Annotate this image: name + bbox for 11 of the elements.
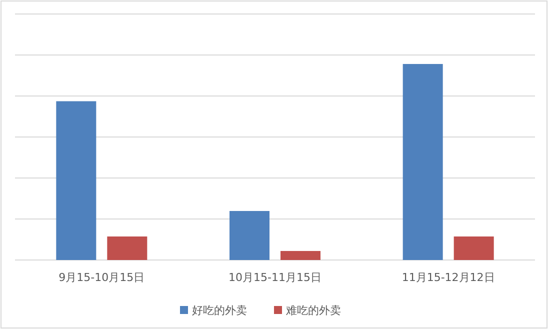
- x-tick-label: 10月15-11月15日: [228, 271, 322, 284]
- legend-label: 好吃的外卖: [192, 304, 247, 317]
- bar: [56, 101, 96, 260]
- bar: [402, 64, 443, 260]
- bar: [280, 250, 320, 260]
- bar: [230, 210, 270, 260]
- x-tick-label: 11月15-12月12日: [402, 271, 495, 284]
- x-tick-label: 9月15-10月15日: [58, 271, 145, 284]
- legend-label: 难吃的外卖: [286, 304, 341, 317]
- bar: [107, 236, 148, 260]
- bar: [454, 236, 494, 260]
